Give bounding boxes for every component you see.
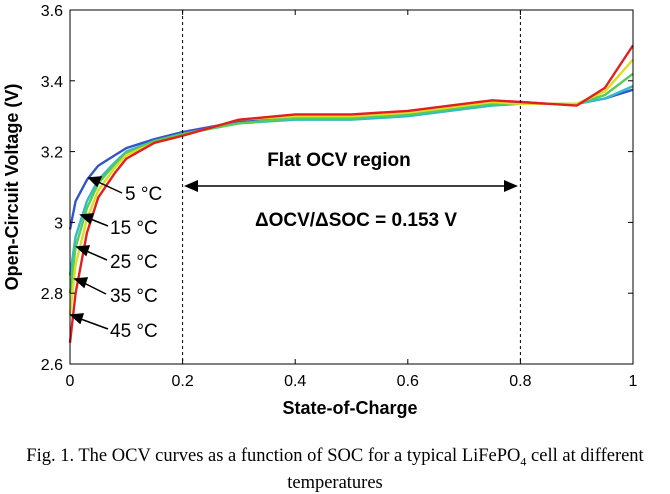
temperature-arrows xyxy=(69,176,123,330)
x-tick-label-0: 0 xyxy=(66,373,75,390)
y-axis-title: Open-Circuit Voltage (V) xyxy=(2,84,22,291)
x-tick-label-3: 0.6 xyxy=(397,373,419,390)
caption-prefix: Fig. 1. The OCV curves as a function of … xyxy=(26,446,521,466)
tick-layer: 0 0.2 0.4 0.6 0.8 1 2.6 2.8 3 3.2 3.4 3.6 xyxy=(41,3,638,390)
ocv-chart: 0 0.2 0.4 0.6 0.8 1 2.6 2.8 3 3.2 3.4 3.6 State-of-… xyxy=(2,3,638,418)
x-tick-label-2: 0.4 xyxy=(284,373,306,390)
temp-label-45: 45 °C xyxy=(110,321,158,342)
temp-label-5: 5 °C xyxy=(125,184,162,205)
figure-caption: Fig. 1. The OCV curves as a function of … xyxy=(0,446,670,494)
caption-subscript: 4 xyxy=(520,454,527,469)
vlines-layer xyxy=(182,10,521,364)
caption-suffix: cell at different temperatures xyxy=(287,446,644,493)
y-tick-label-4: 3.4 xyxy=(41,74,63,91)
x-tick-label-5: 1 xyxy=(629,373,638,390)
temp-label-25: 25 °C xyxy=(110,252,158,273)
y-tick-label-2: 3 xyxy=(54,215,63,232)
plot-frame xyxy=(69,9,634,365)
y-tick-label-0: 2.6 xyxy=(41,357,63,374)
slope-label: ΔOCV/ΔSOC = 0.153 V xyxy=(255,210,457,231)
temp-label-15: 15 °C xyxy=(110,218,158,239)
y-tick-label-5: 3.6 xyxy=(41,3,63,20)
x-axis-title: State-of-Charge xyxy=(282,398,417,418)
y-tick-label-1: 2.8 xyxy=(41,286,63,303)
y-tick-label-3: 3.2 xyxy=(41,145,63,162)
flat-region-arrow xyxy=(184,180,518,192)
series-line-5 xyxy=(68,44,635,343)
x-tick-label-1: 0.2 xyxy=(171,373,193,390)
x-tick-label-4: 0.8 xyxy=(509,373,531,390)
temp-label-35: 35 °C xyxy=(110,286,158,307)
flat-region-label: Flat OCV region xyxy=(267,150,411,171)
